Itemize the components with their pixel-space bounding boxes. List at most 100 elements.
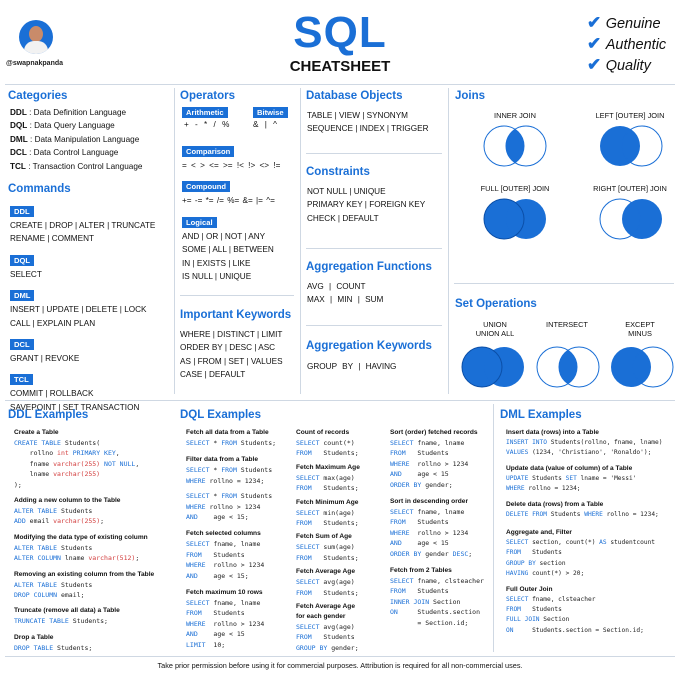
list-item: SELECT [10, 269, 42, 279]
setop-label-union: UNION UNION ALL [475, 320, 515, 338]
inner-join-diagram [483, 125, 547, 167]
list-item: CALL | EXPLAIN PLAN [10, 318, 96, 328]
arith-ops: + - * / % [184, 120, 230, 129]
code-block: SELECT min(age) FROM Students; [296, 508, 359, 528]
code-block: SELECT sum(age) FROM Students; [296, 543, 359, 562]
example-title: Removing an existing column from the Tab… [14, 570, 155, 578]
join-label: INNER JOIN [494, 111, 536, 120]
tag-tcl: TCL [10, 374, 33, 386]
code-block: SELECT section, count(*) AS studentcount… [506, 539, 656, 578]
footer-note: Take prior permission before using it fo… [157, 661, 523, 670]
intersect-diagram [536, 346, 600, 388]
example-title: Sort (order) fetched records [390, 429, 478, 436]
code-block: SELECT fname, lname FROM Students WHERE … [390, 508, 473, 558]
example-title: Full Outer Join [506, 585, 553, 593]
tag-ddl: DDL [10, 206, 34, 217]
except-diagram [611, 346, 674, 388]
example-title: Sort in descending order [390, 498, 469, 506]
example-title: Create a Table [14, 429, 59, 436]
join-label: FULL [OUTER] JOIN [480, 184, 550, 193]
dbobjects-title: Database Objects [306, 90, 403, 102]
code-block: SELECT fname, clsteacher FROM Students I… [390, 577, 484, 627]
tag-logical: Logical [182, 216, 217, 228]
example-title: Insert data (rows) into a Table [506, 429, 599, 436]
separator [180, 295, 294, 296]
categories-list: DDL : Data Definition Language DQL : Dat… [10, 106, 142, 173]
list-item: SOME | ALL | BETWEEN [182, 245, 274, 255]
separator [454, 283, 674, 284]
bit-ops: & | ^ [253, 120, 277, 129]
code-block: SELECT fname, lname FROM Students WHERE … [186, 540, 265, 580]
code-block: ALTER TABLE Students ALTER COLUMN lname … [14, 543, 140, 563]
list-item: IS NULL | UNIQUE [182, 272, 252, 282]
list-item: DDL : Data Definition Language [10, 108, 127, 117]
dml-examples-title: DML Examples [500, 409, 582, 421]
example-title: Truncate (remove all data) a Table [14, 607, 120, 615]
list-item: DCL : Data Control Language [10, 148, 119, 158]
tag-dql: DQL [10, 254, 35, 266]
list-item: TCL : Transaction Control Language [10, 161, 143, 171]
operators-title: Operators [180, 90, 235, 102]
list-item: AS | FROM | SET | VALUES [180, 356, 283, 366]
code-block: UPDATE Students SET lname = 'Messi' WHER… [506, 474, 637, 493]
code-block: SELECT * FROM Students WHERE rollno > 12… [186, 492, 273, 522]
badge-quality: Quality [605, 58, 651, 74]
aggkeys-title: Aggregation Keywords [306, 340, 432, 352]
tag-compound: Compound [182, 181, 231, 193]
right-join-diagram [599, 198, 662, 240]
separator [306, 248, 442, 249]
badge-authentic: Authentic [605, 37, 667, 53]
code-block: SELECT fname, lname FROM Students WHERE … [390, 439, 469, 489]
code-block: SELECT fname, clsteacher FROM Students F… [506, 595, 644, 634]
list-item: AND | OR | NOT | ANY [182, 231, 266, 241]
setop-label-except: EXCEPT MINUS [625, 320, 655, 338]
check-icon: ✔ [587, 13, 602, 32]
list-item: WHERE | DISTINCT | LIMIT [180, 330, 283, 339]
separator [5, 84, 675, 85]
keywords-list: WHERE | DISTINCT | LIMIT ORDER BY | DESC… [180, 328, 283, 382]
comp-ops: = < > <= >= !< !> <> != [182, 161, 281, 170]
example-title: Drop a Table [14, 633, 54, 641]
code-block: TRUNCATE TABLE Students; [14, 617, 108, 626]
page-subtitle: CHEATSHEET [289, 58, 391, 75]
code-block: CREATE TABLE Students( rollno int PRIMAR… [14, 439, 140, 489]
list-item: MAX | MIN | SUM [307, 295, 384, 305]
aggkeys-list: GROUP BY | HAVING [307, 360, 396, 373]
list-item: IN | EXISTS | LIKE [182, 258, 251, 268]
list-item: AVG | COUNT [307, 282, 366, 291]
list-item: SEQUENCE | INDEX | TRIGGER [307, 124, 429, 134]
tag-bitwise: Bitwise [253, 107, 288, 118]
list-item: DML : Data Manipulation Language [10, 134, 140, 144]
example-title: Fetch selected columns [186, 530, 261, 538]
page-title: SQL [293, 8, 387, 57]
constraints-list: NOT NULL | UNIQUE PRIMARY KEY | FOREIGN … [307, 185, 425, 225]
tag-arithmetic: Arithmetic [182, 107, 228, 118]
example-title: Aggregate and, Filter [506, 529, 572, 537]
aggfuncs-title: Aggregation Functions [306, 261, 432, 273]
code-block: SELECT * FROM Students; [186, 439, 277, 447]
dql-col-2: Count of records SELECT count(*) FROM St… [296, 428, 388, 653]
badge-genuine: Genuine [605, 16, 661, 32]
code-block: SELECT count(*) FROM Students; [296, 439, 359, 458]
code-block: SELECT avg(age) FROM Students GROUP BY g… [296, 623, 359, 652]
example-title: Fetch Maximum Age [296, 463, 360, 471]
example-title: Count of records [296, 429, 350, 436]
list-item: NOT NULL | UNIQUE [307, 187, 386, 196]
badges: ✔ Genuine ✔ Authentic ✔ Quality [587, 13, 666, 76]
constraints-title: Constraints [306, 166, 370, 178]
separator [493, 404, 494, 652]
list-item: SAVEPOINT | SET TRANSACTION [10, 402, 140, 412]
tag-dcl: DCL [10, 339, 34, 351]
commands-title: Commands [8, 183, 71, 195]
dbobjects-list: TABLE | VIEW | SYNONYM SEQUENCE | INDEX … [307, 109, 428, 136]
code-block: ALTER TABLE Students DROP COLUMN email; [14, 580, 93, 600]
ddl-examples-title: DDL Examples [8, 409, 89, 421]
list-item: COMMIT | ROLLBACK [10, 389, 94, 399]
keywords-title: Important Keywords [180, 309, 292, 321]
example-title: Update data (value of column) of a Table [506, 464, 633, 472]
dql-col-3: Sort (order) fetched records SELECT fnam… [390, 428, 492, 628]
joins-title: Joins [455, 90, 486, 102]
check-icon: ✔ [587, 34, 602, 53]
example-title: Fetch Minimum Age [296, 498, 359, 506]
separator [306, 325, 442, 326]
